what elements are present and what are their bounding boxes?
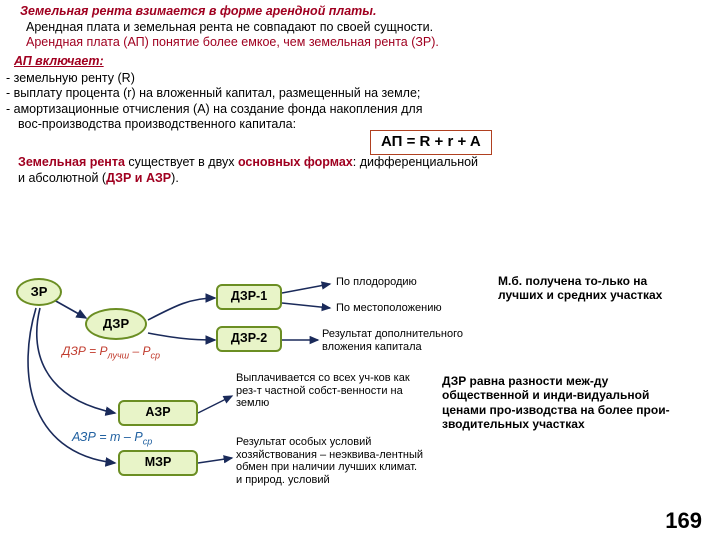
bullet-3: - амортизационные отчисления (А) на созд… [0,102,720,118]
label-azr: Выплачивается со всех уч-ков как рез-т ч… [236,372,416,410]
header-line-1: Земельная рента взимается в форме арендн… [20,4,710,20]
node-dzr2: ДЗР-2 [216,326,282,352]
bullet-3b: вос-производства производственного капит… [0,117,720,133]
header-line-2: Арендная плата и земельная рента не совп… [20,20,710,36]
label-dzr1b: По местоположению [336,302,476,315]
label-dzr2: Результат дополнительного вложения капит… [322,328,492,353]
bullet-2: - выплату процента (r) на вложенный капи… [0,86,720,102]
forms-pre: Земельная рента [18,155,125,169]
ap-formula-box: АП = R + r + A [370,130,492,155]
azr-formula: АЗР = m – Pср [72,430,152,448]
bullet-1: - земельную ренту (R) [0,71,720,87]
dzr-formula: ДЗР = Pлучш – Pср [62,344,160,362]
page-number: 169 [665,507,702,535]
forms-line2a: и абсолютной ( [18,171,106,185]
label-mzr: Результат особых условий хозяйствования … [236,436,426,487]
diagram-area: ЗР ДЗР ДЗР = Pлучш – Pср ДЗР-1 ДЗР-2 АЗР… [0,278,720,528]
node-mzr: МЗР [118,450,198,476]
side-text-top: М.б. получена то-лько на лучших и средни… [498,274,668,303]
side-text-bottom: ДЗР равна разности меж-ду общественной и… [442,374,670,432]
ap-includes-label: АП включает: [0,53,720,71]
node-zr: ЗР [16,278,62,306]
forms-mid2: основных формах [238,155,353,169]
forms-text: Земельная рента существует в двух основн… [0,149,720,188]
header-line-3: Арендная плата (АП) понятие более емкое,… [20,35,710,51]
node-azr: АЗР [118,400,198,426]
forms-mid3: : дифференциальной [353,155,478,169]
header-block: Земельная рента взимается в форме арендн… [0,0,720,53]
node-dzr1: ДЗР-1 [216,284,282,310]
label-dzr1a: По плодородию [336,276,476,289]
forms-mid1: существует в двух [125,155,238,169]
node-dzr: ДЗР [85,308,147,340]
forms-line2c: ). [171,171,179,185]
forms-line2b: ДЗР и АЗР [106,171,171,185]
